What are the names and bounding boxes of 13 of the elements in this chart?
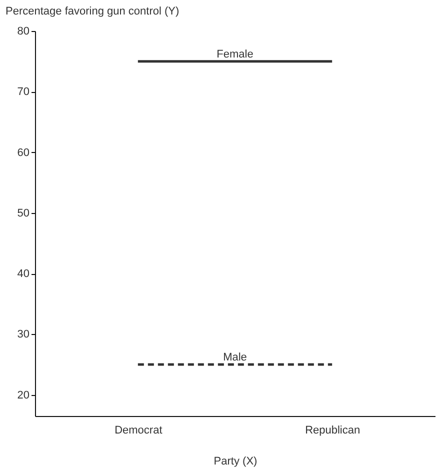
y-tick-label: 70 xyxy=(17,86,30,98)
y-tick-label: 20 xyxy=(17,389,30,402)
y-tick-label: 60 xyxy=(17,146,30,159)
x-tick-label: Republican xyxy=(305,424,360,436)
series-label: Male xyxy=(223,351,247,364)
y-tick-label: 80 xyxy=(17,26,30,38)
x-axis-title: Party (X) xyxy=(214,456,258,468)
y-tick-label: 30 xyxy=(17,328,30,341)
y-tick-label: 40 xyxy=(17,268,30,280)
series-label: Female xyxy=(216,48,254,60)
y-tick-label: 50 xyxy=(17,207,30,220)
y-axis-title: Percentage favoring gun control (Y) xyxy=(6,6,180,18)
x-tick-label: Democrat xyxy=(114,424,162,436)
